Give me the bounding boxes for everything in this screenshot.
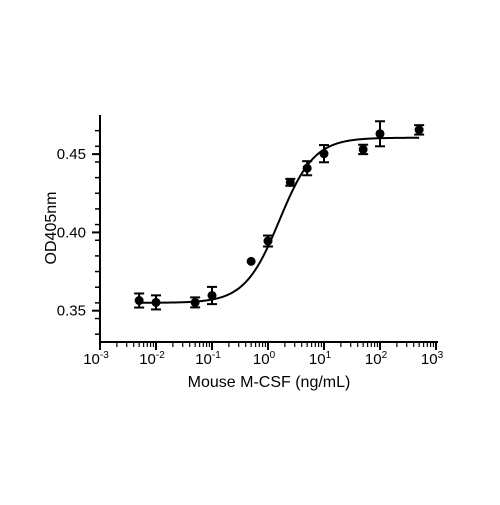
data-point	[285, 177, 296, 187]
data-marker	[375, 129, 385, 139]
fit-curve-layer	[139, 136, 420, 304]
x-tick-label: 10-3	[83, 350, 109, 368]
data-point	[358, 143, 369, 156]
data-point	[134, 292, 145, 309]
x-tick-label: 101	[309, 350, 332, 368]
data-point	[263, 234, 273, 248]
data-point	[414, 124, 425, 136]
x-tick-label: 102	[365, 350, 388, 368]
x-axis-title: Mouse M-CSF (ng/mL)	[188, 374, 351, 391]
y-ticks: 0.35 0.40 0.45	[57, 129, 100, 335]
data-marker	[414, 125, 424, 135]
data-marker	[151, 297, 161, 307]
x-tick-label: 10-1	[195, 350, 221, 368]
data-marker	[285, 177, 295, 187]
data-point	[207, 285, 217, 306]
x-tick-label: 100	[253, 350, 276, 368]
axes	[99, 115, 438, 343]
data-point	[375, 120, 385, 148]
data-marker	[358, 144, 368, 154]
data-marker	[246, 256, 256, 266]
data-marker	[207, 291, 217, 301]
data-point	[302, 160, 313, 177]
data-point	[151, 294, 161, 311]
y-tick-label: 0.45	[57, 146, 86, 163]
y-tick-label: 0.35	[57, 303, 86, 320]
data-marker	[319, 149, 329, 159]
x-ticks: 10-3 10-2 10-1 100 101 102 103	[83, 342, 444, 368]
data-marker	[190, 297, 200, 307]
data-marker	[263, 236, 273, 246]
data-point	[319, 144, 329, 164]
data-marker	[302, 163, 312, 173]
x-tick-label: 10-2	[139, 350, 165, 368]
y-tick-label: 0.40	[57, 224, 86, 241]
y-axis-title: OD405nm	[43, 192, 60, 265]
data-point	[190, 296, 201, 309]
data-point	[246, 256, 256, 266]
x-tick-label: 103	[421, 350, 444, 368]
data-points-layer	[134, 120, 425, 311]
fit-curve	[139, 136, 420, 304]
data-marker	[134, 296, 144, 306]
